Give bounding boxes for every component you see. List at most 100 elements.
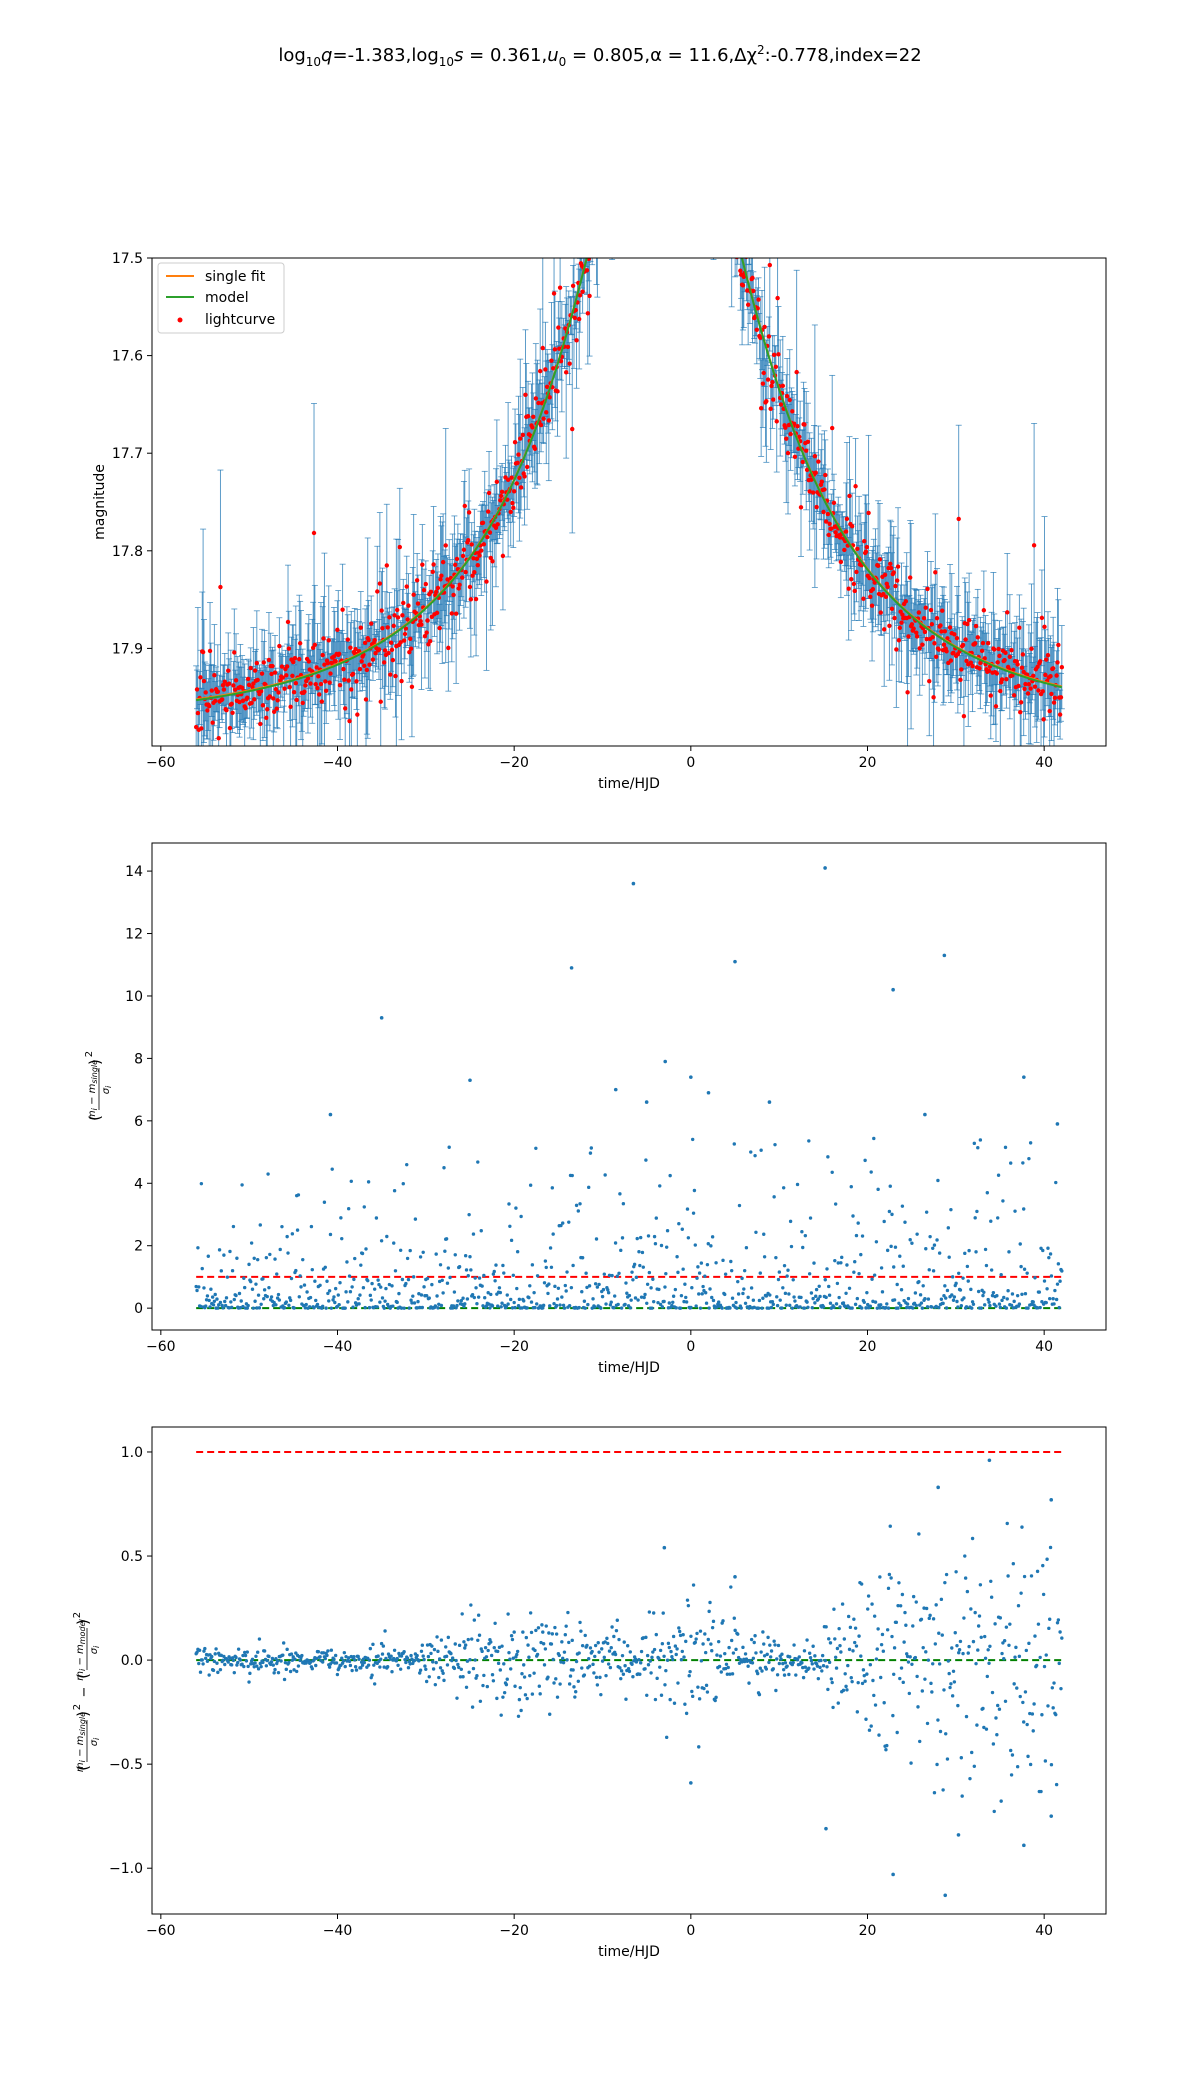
chi2-point	[964, 1305, 969, 1309]
chi2-point	[606, 1288, 610, 1292]
chi2-point	[879, 1303, 883, 1307]
lightcurve-point	[952, 632, 957, 637]
chi2-point	[418, 1305, 422, 1310]
lightcurve-point	[1018, 700, 1024, 705]
chi2-point	[931, 1246, 935, 1251]
chi2-point	[554, 1303, 559, 1308]
lightcurve-point	[485, 534, 490, 540]
chi2-point	[441, 1291, 445, 1295]
lightcurve-point	[626, 86, 630, 90]
lightcurve-point	[390, 657, 396, 663]
chi2-point	[230, 1269, 235, 1273]
lightcurve-point	[453, 611, 459, 616]
chi2-point	[358, 1293, 362, 1297]
chi2-point	[253, 1299, 257, 1303]
chi2-point	[896, 1306, 900, 1310]
lightcurve-point	[387, 615, 392, 620]
lightcurve-point	[716, 163, 720, 167]
chi2-point	[609, 1300, 613, 1304]
lightcurve-point	[434, 610, 440, 616]
lightcurve-point	[625, 119, 629, 123]
lightcurve-point	[730, 184, 734, 188]
chi2-point	[924, 1247, 928, 1251]
chi2-point	[368, 1293, 373, 1298]
lightcurve-point	[408, 646, 414, 651]
chi2-point	[965, 1264, 970, 1269]
lightcurve-point	[408, 636, 413, 642]
lightcurve-point	[565, 344, 571, 350]
lightcurve-point	[903, 599, 909, 604]
lightcurve-point	[715, 147, 719, 151]
lightcurve-point	[854, 569, 859, 575]
lightcurve-point	[944, 649, 949, 654]
chi2-point	[391, 1304, 395, 1308]
chi2-point	[963, 1251, 967, 1256]
chi2-point	[860, 1234, 865, 1238]
chi2-point	[412, 1301, 417, 1305]
chi2-point	[734, 1300, 738, 1305]
chi2-point	[393, 1269, 398, 1273]
chi2-point	[542, 1281, 547, 1285]
lightcurve-point	[758, 405, 764, 411]
chi2-point	[483, 1296, 487, 1300]
lightcurve-point	[466, 510, 472, 515]
lightcurve-point	[632, 85, 636, 89]
chi2-point	[564, 1289, 568, 1293]
chi2-point	[363, 1305, 367, 1310]
lightcurve-point	[788, 431, 793, 437]
lightcurve-point	[593, 207, 597, 211]
chi2-point	[689, 1305, 693, 1310]
chi2-point	[634, 1275, 639, 1280]
lightcurve-point	[557, 346, 562, 351]
lightcurve-point	[600, 199, 604, 203]
lightcurve-point	[290, 673, 295, 679]
chi2-point	[276, 1292, 281, 1297]
chi2-point	[384, 1286, 388, 1291]
lightcurve-point	[741, 274, 747, 280]
lightcurve-point	[363, 697, 369, 702]
lightcurve-point	[1047, 708, 1052, 714]
lightcurve-point	[610, 199, 614, 203]
lightcurve-point	[402, 631, 408, 637]
lightcurve-point	[391, 623, 396, 629]
lightcurve-point	[1005, 610, 1010, 615]
lightcurve-point	[388, 672, 393, 677]
chi2-point	[753, 1153, 757, 1158]
chi2-point	[315, 1302, 320, 1307]
lightcurve-point	[397, 544, 403, 550]
chi2-point	[620, 1236, 625, 1240]
lightcurve-point	[495, 522, 500, 527]
chi2-point	[499, 1305, 503, 1309]
lightcurve-point	[775, 295, 780, 301]
chi2-point	[469, 1268, 473, 1272]
lightcurve-point	[393, 673, 398, 679]
chi2-point	[325, 1279, 329, 1283]
chi2-point	[979, 1306, 983, 1310]
chi2-point	[690, 1137, 695, 1142]
lightcurve-point	[755, 306, 760, 311]
lightcurve-point	[333, 659, 338, 664]
chi2-point	[569, 1285, 574, 1290]
chi2-point	[984, 1263, 989, 1268]
chi2-point	[847, 1286, 852, 1290]
lightcurve-point	[619, 123, 623, 127]
lightcurve-point	[869, 603, 875, 608]
lightcurve-point	[619, 101, 623, 105]
lightcurve-point	[280, 675, 286, 680]
lightcurve-point	[731, 221, 735, 225]
lightcurve-point	[711, 192, 715, 196]
chi2-point	[496, 1304, 500, 1308]
chi2-point	[556, 1286, 561, 1291]
lightcurve-point	[693, 84, 697, 88]
chi2-point	[926, 1297, 931, 1301]
chi2-point	[991, 1290, 996, 1295]
lightcurve-point	[650, 5, 654, 9]
lightcurve-point	[584, 214, 588, 218]
lightcurve-point	[916, 610, 922, 615]
chi2-point	[223, 1299, 227, 1304]
chi2-point	[305, 1290, 309, 1294]
plot-frame	[151, 257, 1107, 747]
chi2-point	[803, 1233, 808, 1238]
chi2-point	[636, 1298, 640, 1302]
lightcurve-point	[1032, 684, 1038, 689]
